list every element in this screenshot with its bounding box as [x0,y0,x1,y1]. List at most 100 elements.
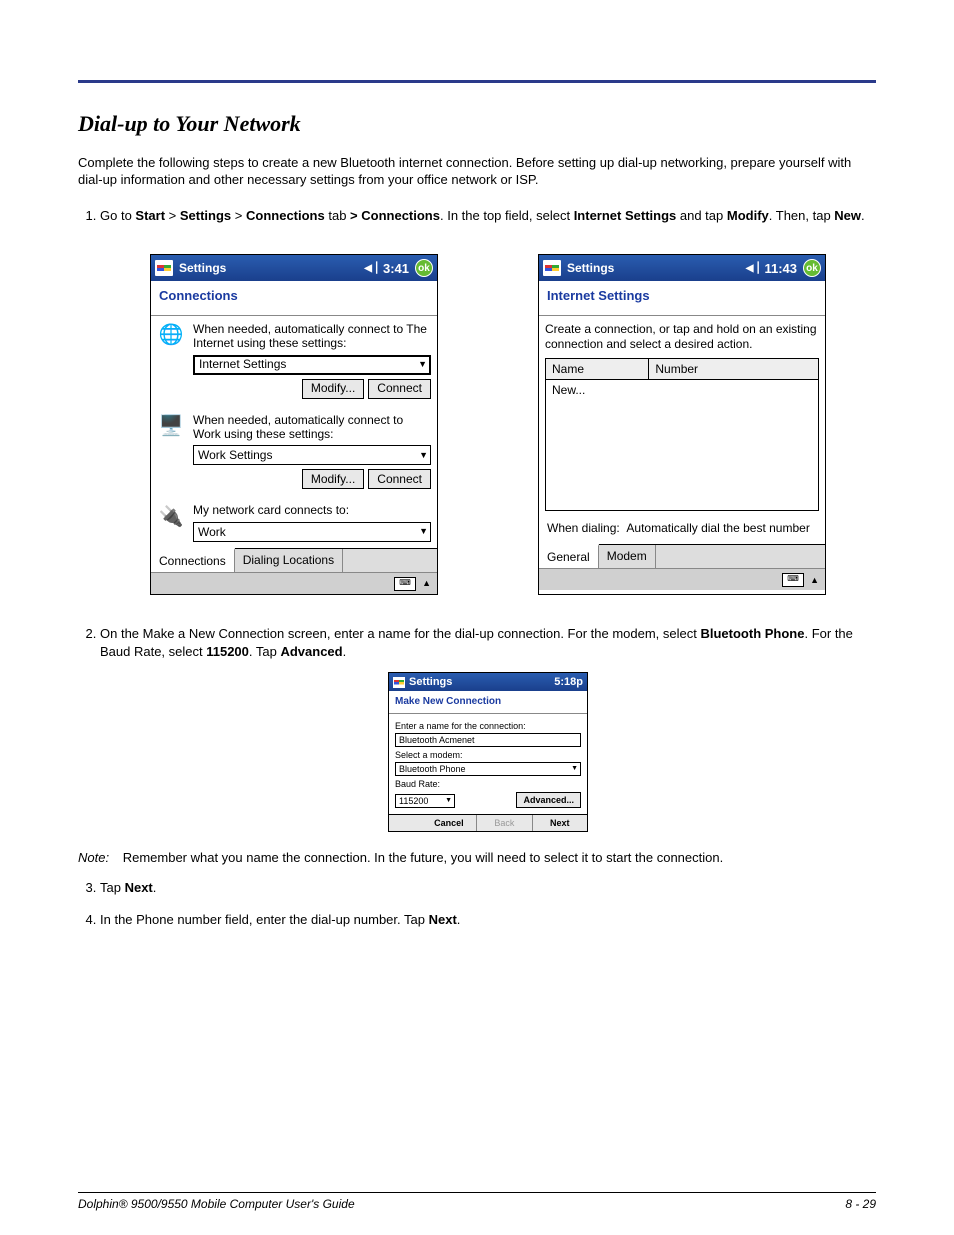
up-arrow-icon[interactable]: ▲ [422,577,431,589]
tab-dialing-locations[interactable]: Dialing Locations [235,549,343,572]
select-value: 115200 [399,795,428,807]
tab-general[interactable]: General [539,544,599,568]
chevron-down-icon: ▼ [571,764,578,773]
next-button[interactable]: Next [533,815,587,831]
titlebar: Settings ⎟ 3:41 ok [151,255,437,281]
intro-paragraph: Complete the following steps to create a… [78,155,876,189]
up-arrow-icon[interactable]: ▲ [810,574,819,586]
sep: . [343,644,347,659]
screen-heading: Connections [151,281,437,316]
screen-heading: Make New Connection [389,691,587,714]
step-4: In the Phone number field, enter the dia… [100,911,876,929]
work-text: When needed, automatically connect to Wo… [193,413,431,442]
note: Note: Remember what you name the connect… [78,850,876,865]
windows-flag-icon [393,677,405,688]
select-value: Work Settings [198,448,272,462]
input-value: Bluetooth Acmenet [399,734,475,746]
sep: . [861,208,865,223]
step-1: Go to Start > Settings > Connections tab… [100,207,876,595]
cancel-button[interactable]: Cancel [422,815,477,831]
chevron-down-icon: ▼ [419,450,428,461]
screenshot-connections: Settings ⎟ 3:41 ok Connections 🌐 When ne… [150,254,438,595]
step1-text: Go to [100,208,135,223]
step1-modify: Modify [727,208,769,223]
dialing-info: When dialing: Automatically dial the bes… [545,521,819,536]
titlebar-title: Settings [179,260,226,276]
col-number[interactable]: Number [649,359,818,379]
select-value: Internet Settings [199,357,286,371]
connect-button[interactable]: Connect [368,379,431,399]
step1-mid: . In the top field, select [440,208,574,223]
note-text: Remember what you name the connection. I… [123,850,724,865]
footer-left: Dolphin® 9500/9550 Mobile Computer User'… [78,1197,355,1211]
modem-select[interactable]: Bluetooth Phone ▼ [395,762,581,776]
modify-button[interactable]: Modify... [302,379,364,399]
sep: > [350,208,361,223]
name-label: Enter a name for the connection: [395,720,581,732]
work-settings-select[interactable]: Work Settings ▼ [193,445,431,465]
clock: 3:41 [383,260,409,278]
step1-settings: Settings [180,208,231,223]
titlebar-title: Settings [409,675,452,690]
work-icon: 🖥️ [157,413,185,441]
tab-connections[interactable]: Connections [151,548,235,572]
header-rule [78,80,876,83]
modem-label: Select a modem: [395,749,581,761]
section-title: Dial-up to Your Network [78,111,876,137]
step4-text: In the Phone number field, enter the dia… [100,912,429,927]
table-row[interactable]: New... [546,380,818,400]
step2-adv: Advanced [280,644,342,659]
chevron-down-icon: ▼ [418,359,427,370]
step-2: On the Make a New Connection screen, ent… [100,625,876,832]
ok-button[interactable]: ok [803,259,821,277]
step1-start: Start [135,208,165,223]
step3-next: Next [125,880,153,895]
step2-text: On the Make a New Connection screen, ent… [100,626,700,641]
windows-flag-icon [155,260,173,276]
sep: . [457,912,461,927]
connection-name-input[interactable]: Bluetooth Acmenet [395,733,581,747]
dial-value: Automatically dial the best number [626,521,809,535]
signal-icon: ⎟ [364,262,377,276]
back-button: Back [477,815,532,831]
sep: tab [325,208,350,223]
connections-table: Name Number New... [545,358,819,511]
advanced-button[interactable]: Advanced... [516,792,581,808]
signal-icon: ⎟ [746,262,759,276]
titlebar: Settings ⎟ 11:43 ok [539,255,825,281]
baud-select[interactable]: 115200 ▼ [395,794,455,808]
dial-label: When dialing: [547,521,620,535]
step3-text: Tap [100,880,125,895]
baud-label: Baud Rate: [395,778,581,790]
clock: 5:18p [554,675,583,690]
keyboard-icon[interactable]: ⌨ [782,573,804,587]
cell-new: New... [546,380,818,400]
step2-bt: Bluetooth Phone [700,626,804,641]
screenshot-make-new-connection: Settings 5:18p Make New Connection Enter… [388,672,588,832]
note-label: Note: [78,850,109,865]
chevron-down-icon: ▼ [419,526,428,537]
keyboard-icon[interactable]: ⌨ [394,577,416,591]
step1-new: New [834,208,861,223]
connect-button[interactable]: Connect [368,469,431,489]
col-name[interactable]: Name [546,359,649,379]
step2-baud: 115200 [206,644,249,659]
sep: and tap [676,208,727,223]
internet-text: When needed, automatically connect to Th… [193,322,431,351]
step1-conn2: Connections [361,208,440,223]
footer-right: 8 - 29 [845,1197,876,1211]
select-value: Work [198,525,226,539]
tab-modem[interactable]: Modem [599,545,656,568]
modify-button[interactable]: Modify... [302,469,364,489]
nic-select[interactable]: Work ▼ [193,522,431,542]
nic-text: My network card connects to: [193,503,431,517]
ok-button[interactable]: ok [415,259,433,277]
sep: . Then, tap [769,208,835,223]
step4-next: Next [429,912,457,927]
internet-settings-select[interactable]: Internet Settings ▼ [193,355,431,375]
network-card-icon: 🔌 [157,503,185,531]
titlebar: Settings 5:18p [389,673,587,691]
sep: > [165,208,180,223]
sep: . Tap [249,644,281,659]
step-3: Tap Next. [100,879,876,897]
